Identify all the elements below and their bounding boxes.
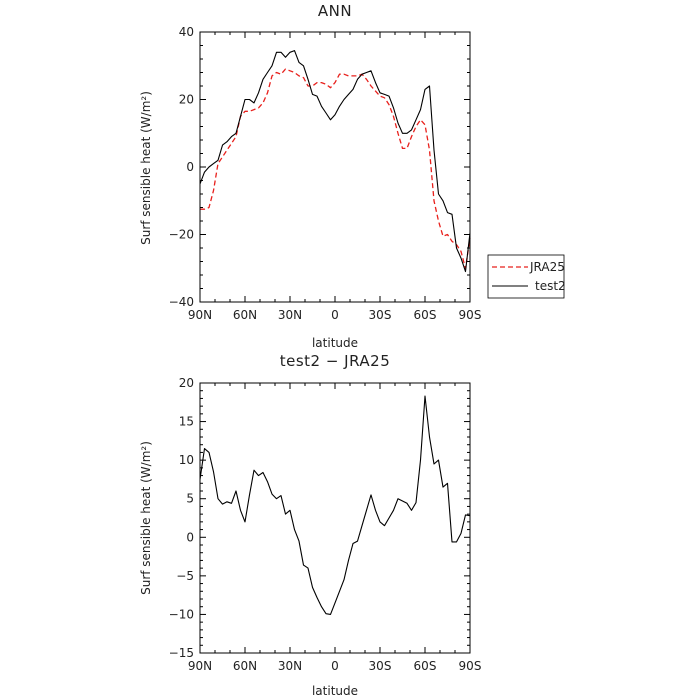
y-tick-label: −5 [176, 569, 194, 583]
bottom-chart-frame [199, 382, 471, 654]
x-tick-label: 90N [188, 308, 212, 322]
x-tick-label: 60N [233, 659, 257, 673]
series-line-difference [199, 395, 471, 615]
y-tick-label: 40 [179, 25, 194, 39]
y-tick-label: 5 [186, 492, 194, 506]
y-tick-label: 0 [186, 160, 194, 174]
top-chart-panel: ANN latitude Surf sensible heat (W/m²) −… [139, 2, 481, 350]
y-tick-label: 20 [179, 93, 194, 107]
series-line-jra25 [200, 68, 471, 269]
legend: JRA25 test2 [487, 254, 566, 299]
bottom-chart-title: test2 − JRA25 [280, 352, 391, 370]
x-tick-label: 30S [369, 659, 392, 673]
top-chart-ylabel: Surf sensible heat (W/m²) [139, 91, 153, 245]
y-tick-label: 10 [179, 453, 194, 467]
bottom-chart-xlabel: latitude [312, 684, 358, 698]
x-tick-label: 30N [278, 659, 302, 673]
legend-box [487, 254, 565, 299]
x-tick-label: 60N [233, 308, 257, 322]
bottom-chart-series [199, 395, 471, 615]
series-line-test2 [199, 50, 471, 273]
x-tick-label: 30S [369, 308, 392, 322]
legend-label-test2: test2 [535, 279, 566, 293]
y-tick-label: −40 [169, 295, 194, 309]
x-tick-label: 0 [331, 659, 339, 673]
x-tick-label: 90N [188, 659, 212, 673]
bottom-chart-ticks: −15 −10 −5 0 5 10 15 20 90N 60N 30N 0 30S 60S 90S [169, 376, 482, 673]
top-chart-ticks: −40 −20 0 20 40 90N 60N 30N 0 30S 60S 90S [169, 25, 482, 322]
y-tick-label: −15 [169, 646, 194, 660]
bottom-chart-panel: test2 − JRA25 latitude Surf sensible hea… [139, 352, 481, 698]
x-tick-label: 0 [331, 308, 339, 322]
x-tick-label: 30N [278, 308, 302, 322]
bottom-chart-ylabel: Surf sensible heat (W/m²) [139, 441, 153, 595]
top-chart-title: ANN [318, 2, 352, 20]
y-tick-label: 15 [179, 415, 194, 429]
y-tick-label: −10 [169, 607, 194, 621]
top-chart-frame [199, 31, 471, 303]
y-tick-label: 0 [186, 530, 194, 544]
y-tick-label: −20 [169, 228, 194, 242]
top-chart-xlabel: latitude [312, 336, 358, 350]
x-tick-label: 60S [414, 659, 437, 673]
y-tick-label: 20 [179, 376, 194, 390]
x-tick-label: 90S [459, 659, 482, 673]
x-tick-label: 90S [459, 308, 482, 322]
x-tick-label: 60S [414, 308, 437, 322]
legend-label-jra25: JRA25 [529, 260, 565, 274]
top-chart-series [199, 50, 471, 273]
